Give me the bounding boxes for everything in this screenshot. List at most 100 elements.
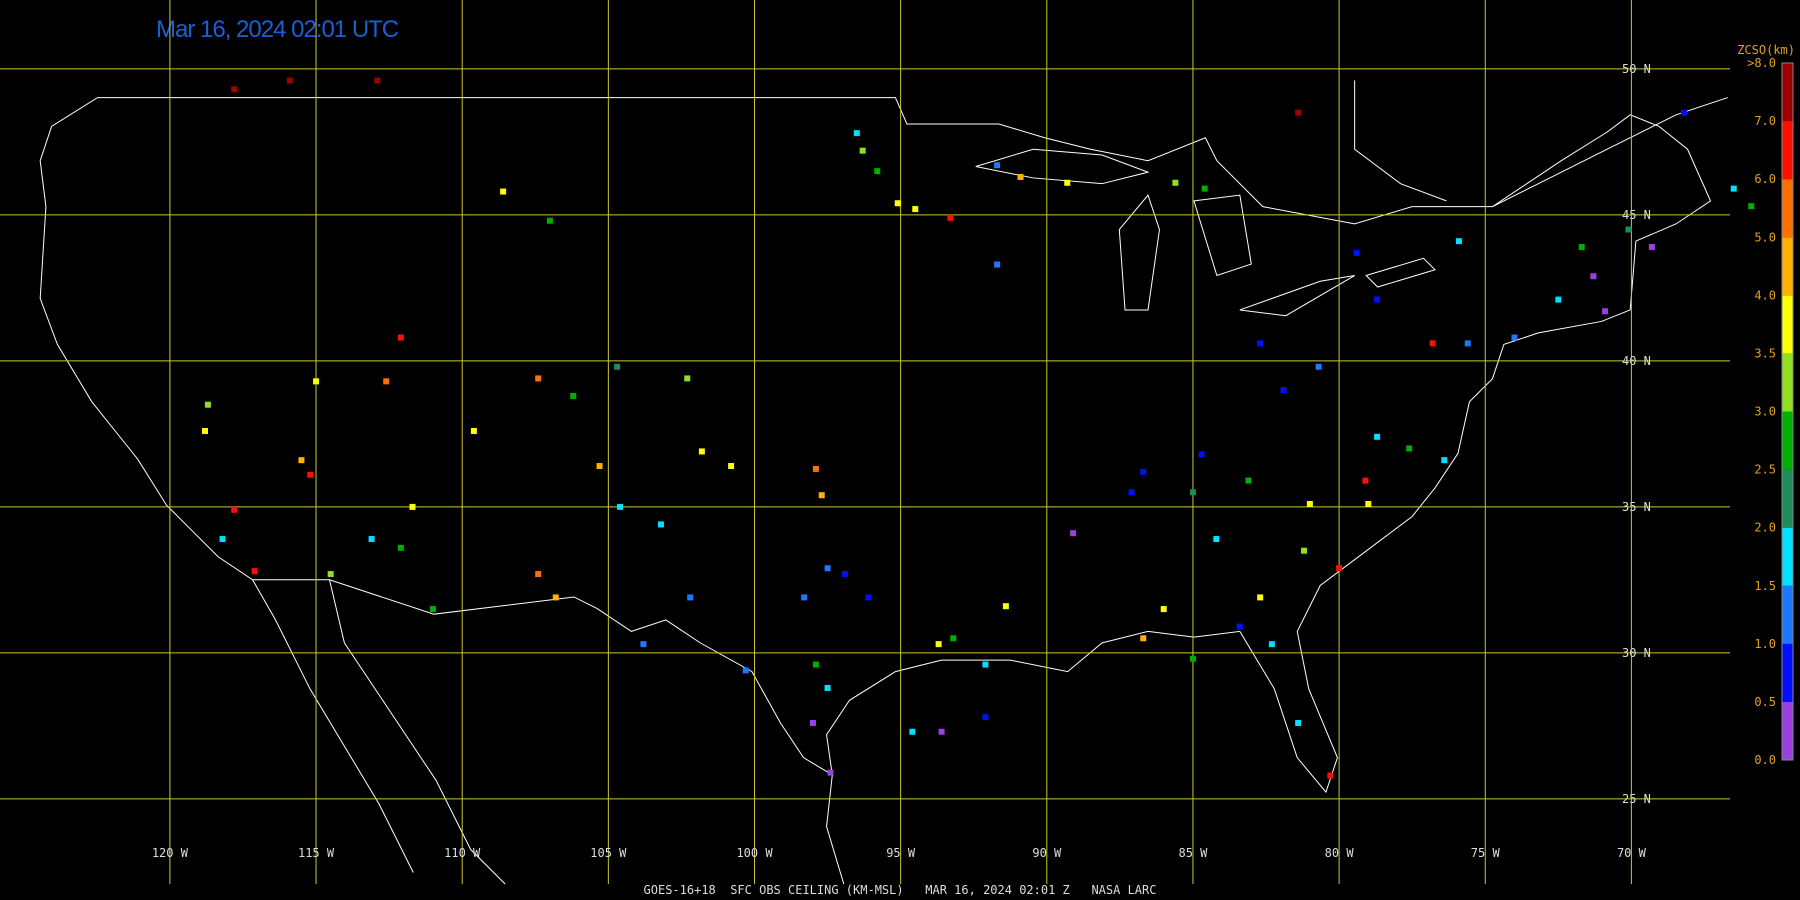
canada-coast bbox=[1355, 80, 1728, 206]
station-observation bbox=[570, 392, 577, 399]
station-observation bbox=[812, 661, 819, 668]
station-observation bbox=[1406, 445, 1413, 452]
station-observation bbox=[824, 565, 831, 572]
station-observation bbox=[827, 769, 834, 776]
station-observation bbox=[1511, 334, 1518, 341]
colorbar-label: 1.0 bbox=[1754, 637, 1776, 651]
station-observation bbox=[1245, 477, 1252, 484]
colorbar-label: >8.0 bbox=[1747, 56, 1776, 70]
station-observation bbox=[1555, 296, 1562, 303]
colorbar-segment bbox=[1782, 643, 1793, 702]
great-lakes bbox=[976, 149, 1435, 315]
station-observation bbox=[994, 261, 1001, 268]
colorbar-segment bbox=[1782, 179, 1793, 238]
colorbar-segment bbox=[1782, 469, 1793, 528]
station-observation bbox=[1280, 387, 1287, 394]
colorbar-label: 5.0 bbox=[1754, 230, 1776, 244]
longitude-label: 70 W bbox=[1617, 846, 1647, 860]
station-observation bbox=[1362, 477, 1369, 484]
station-observation bbox=[1070, 530, 1077, 537]
station-observation bbox=[1590, 273, 1597, 280]
station-observation bbox=[1201, 185, 1208, 192]
station-observation bbox=[368, 536, 375, 543]
station-observation bbox=[1160, 606, 1167, 613]
station-observation bbox=[1578, 244, 1585, 251]
station-observation bbox=[687, 594, 694, 601]
footer-caption: GOES-16+18 SFC OBS CEILING (KM-MSL) MAR … bbox=[644, 883, 1157, 897]
station-observation bbox=[812, 465, 819, 472]
colorbar-label: 4.0 bbox=[1754, 288, 1776, 302]
station-observation bbox=[546, 217, 553, 224]
station-observation bbox=[894, 200, 901, 207]
station-observation bbox=[535, 375, 542, 382]
station-observation bbox=[1455, 238, 1462, 245]
station-observation bbox=[286, 77, 293, 84]
station-observation bbox=[684, 375, 691, 382]
colorbar-label: 3.5 bbox=[1754, 346, 1776, 360]
station-observation bbox=[1172, 179, 1179, 186]
station-observation bbox=[1295, 109, 1302, 116]
station-observation bbox=[742, 667, 749, 674]
station-observation bbox=[1748, 203, 1755, 210]
station-observation bbox=[1257, 340, 1264, 347]
colorbar-label: 7.0 bbox=[1754, 114, 1776, 128]
station-observation bbox=[374, 77, 381, 84]
colorbar-label: 0.5 bbox=[1754, 695, 1776, 709]
station-observation bbox=[994, 162, 1001, 169]
station-observation bbox=[298, 457, 305, 464]
station-observation bbox=[801, 594, 808, 601]
station-observation bbox=[982, 661, 989, 668]
station-observation bbox=[1198, 451, 1205, 458]
longitude-label: 100 W bbox=[736, 846, 773, 860]
station-observation bbox=[397, 544, 404, 551]
station-observation bbox=[1441, 457, 1448, 464]
station-observation bbox=[657, 521, 664, 528]
station-observation bbox=[1327, 772, 1334, 779]
station-observation bbox=[935, 641, 942, 648]
station-observation bbox=[1213, 536, 1220, 543]
station-observation bbox=[938, 728, 945, 735]
station-observation bbox=[596, 463, 603, 470]
station-observation bbox=[470, 427, 477, 434]
station-observation bbox=[409, 503, 416, 510]
station-observation bbox=[909, 728, 916, 735]
station-observation bbox=[865, 594, 872, 601]
latitude-label: 30 N bbox=[1622, 646, 1651, 660]
station-observation bbox=[912, 206, 919, 213]
colorbar-label: 2.0 bbox=[1754, 521, 1776, 535]
station-observation bbox=[219, 536, 226, 543]
longitude-label: 80 W bbox=[1325, 846, 1355, 860]
longitude-label: 85 W bbox=[1178, 846, 1208, 860]
station-observation bbox=[383, 378, 390, 385]
station-observation bbox=[950, 635, 957, 642]
station-observation bbox=[251, 568, 258, 575]
station-observation bbox=[535, 571, 542, 578]
longitude-label: 115 W bbox=[298, 846, 335, 860]
colorbar-segment bbox=[1782, 295, 1793, 354]
colorbar-segment bbox=[1782, 701, 1793, 760]
station-observation bbox=[1236, 623, 1243, 630]
station-observation bbox=[1353, 249, 1360, 256]
colorbar-segment bbox=[1782, 237, 1793, 296]
station-observation bbox=[1189, 655, 1196, 662]
station-observation bbox=[1730, 185, 1737, 192]
station-observation bbox=[313, 378, 320, 385]
mexico-coast bbox=[253, 580, 844, 884]
station-observation bbox=[1625, 226, 1632, 233]
station-observation bbox=[1374, 296, 1381, 303]
station-observation bbox=[1140, 468, 1147, 475]
station-observation bbox=[1464, 340, 1471, 347]
colorbar-label: 3.0 bbox=[1754, 405, 1776, 419]
colorbar-label: 0.0 bbox=[1754, 753, 1776, 767]
station-observation bbox=[231, 86, 238, 93]
station-observation bbox=[824, 684, 831, 691]
station-observation bbox=[1315, 363, 1322, 370]
station-observation bbox=[1365, 500, 1372, 507]
station-observation bbox=[728, 463, 735, 470]
latitude-label: 40 N bbox=[1622, 354, 1651, 368]
colorbar-segment bbox=[1782, 121, 1793, 180]
station-observation bbox=[1268, 641, 1275, 648]
station-observation bbox=[859, 147, 866, 154]
station-observation bbox=[204, 401, 211, 408]
